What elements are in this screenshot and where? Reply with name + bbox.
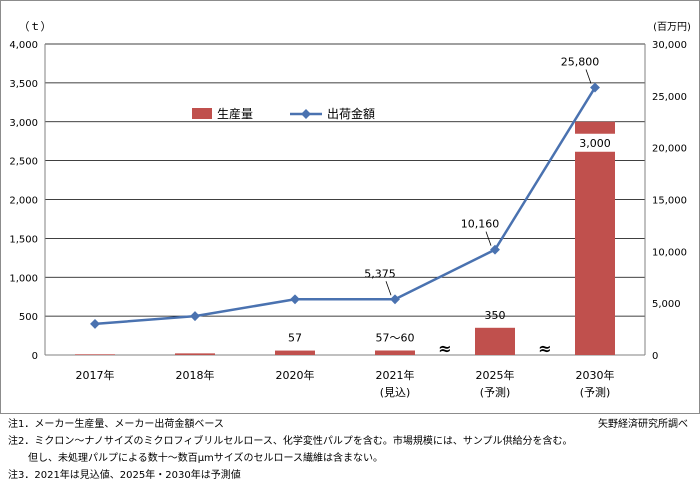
line-point (490, 244, 500, 255)
bar-2030年 (575, 121, 615, 355)
x-tick-label: 2017年 (76, 368, 115, 382)
bar-data-label-bg (575, 133, 615, 152)
note-2-continued: 但し、未処理パルプによる数十～数百μmサイズのセルロース繊維は含まない。 (8, 453, 384, 464)
left-axis-tick-label: 1,500 (9, 234, 38, 245)
right-axis-tick-label: 20,000 (652, 144, 687, 155)
line-data-label: 10,160 (461, 218, 500, 231)
left-axis-tick-label: 500 (19, 312, 38, 323)
line-point (390, 294, 400, 305)
line-data-label-leader (585, 69, 592, 84)
right-axis-tick-label: 0 (652, 351, 658, 362)
line-data-label: 5,375 (364, 267, 396, 280)
legend-label-line: 出荷金額 (327, 106, 375, 121)
x-tick-sublabel: (予測) (580, 385, 611, 399)
bar-2017年 (75, 354, 115, 355)
right-axis-tick-label: 15,000 (652, 196, 687, 207)
x-tick-sublabel: (見込) (380, 386, 411, 399)
right-axis-unit-label: (百万円) (653, 21, 691, 33)
line-data-label: 25,800 (561, 56, 600, 69)
left-axis-tick-label: 2,500 (9, 157, 38, 168)
left-axis-tick-label: 3,500 (9, 79, 38, 90)
left-axis-tick-label: 0 (32, 351, 38, 362)
line-point (90, 318, 100, 329)
legend-swatch-bar (192, 108, 212, 119)
bar-2025年 (475, 327, 515, 355)
legend-marker-line (301, 109, 311, 119)
x-tick-label: 2020年 (276, 368, 315, 382)
line-data-label-leader (385, 281, 392, 296)
line-data-label-leader (485, 231, 492, 246)
note-1: 注1．メーカー生産量、メーカー出荷金額ベース (8, 419, 224, 430)
x-tick-label: 2025年 (476, 368, 515, 382)
line-point (590, 82, 600, 93)
x-tick-label: 2030年 (576, 368, 615, 382)
line-series-出荷金額 (94, 86, 597, 326)
x-tick-label: 2021年 (376, 368, 415, 382)
legend-label-bar: 生産量 (217, 106, 253, 121)
right-axis-tick-label: 25,000 (652, 92, 687, 103)
note-2: 注2．ミクロン～ナノサイズのミクロフィブリルセルロース、化学変性パルプを含む。市… (8, 436, 573, 447)
bar-2021年 (375, 350, 415, 355)
bar-2018年 (175, 353, 215, 355)
x-tick-label: 2018年 (176, 368, 215, 382)
line-point (190, 311, 200, 322)
bar-2020年 (275, 350, 315, 355)
axis-break-mark: ≈ (538, 339, 551, 358)
left-axis-tick-label: 3,000 (9, 118, 38, 129)
source-credit: 矢野経済研究所調べ (598, 419, 688, 430)
line-point (290, 294, 300, 305)
bar-data-label: 57 (288, 332, 302, 345)
left-axis-tick-label: 4,000 (9, 40, 38, 51)
axis-break-mark: ≈ (438, 339, 451, 358)
bar-data-label: 57～60 (376, 331, 415, 344)
bar-data-label: 3,000 (579, 137, 611, 150)
left-axis-tick-label: 1,000 (9, 273, 38, 284)
left-axis-tick-label: 2,000 (9, 196, 38, 207)
bar-data-label: 350 (485, 309, 506, 322)
chart-area: 0 500 1,000 1,500 2,000 2,500 3,000 3,500 4,000 0… (0, 0, 700, 414)
right-axis-tick-label: 30,000 (652, 40, 687, 51)
right-axis-tick-label: 10,000 (652, 247, 687, 258)
right-axis-tick-label: 5,000 (652, 299, 681, 310)
note-3: 注3．2021年は見込値、2025年・2030年は予測値 (8, 470, 241, 481)
x-tick-sublabel: (予測) (480, 385, 511, 399)
left-axis-unit-label: （ｔ） (19, 20, 52, 33)
